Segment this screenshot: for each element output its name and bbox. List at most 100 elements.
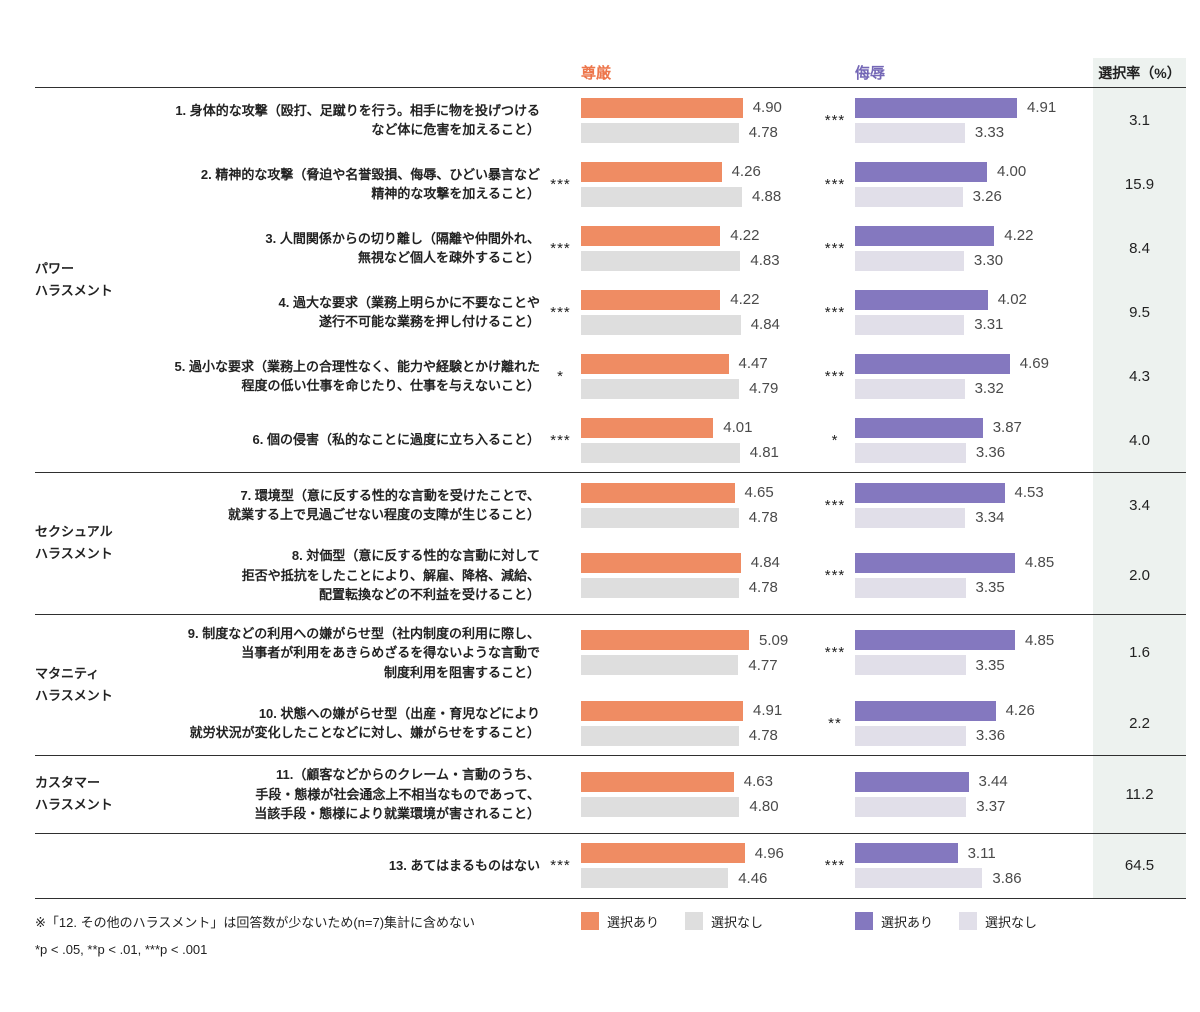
insult-selected-bar [855, 700, 996, 721]
insult-not-selected-bar [855, 250, 964, 271]
insult-selected-bar [855, 161, 987, 182]
bar-value: 4.22 [730, 291, 760, 308]
group-label: パワー ハラスメント [35, 260, 113, 298]
insult-not-selected-bar [855, 122, 965, 143]
dignity-not-selected-bar-line: 4.78 [581, 725, 815, 746]
bar-value: 4.80 [749, 798, 779, 816]
dignity-not-selected-bar-line: 4.83 [581, 250, 815, 271]
legend-item-insult-selected: 選択あり [855, 912, 933, 931]
bar-value: 4.47 [738, 355, 768, 372]
bar-value: 3.36 [975, 444, 1006, 461]
insult-selected-bar [855, 771, 969, 792]
insult-selected-bar [855, 225, 995, 246]
section-rows: 13. あてはまるものはない *** 4.96 4.46 *** 3.11 3.86 64.5 [140, 834, 1186, 898]
significance-insult: *** [824, 175, 846, 193]
item-label: 7. 環境型（意に反する性的な言動を受けたことで、 就業する上で見過ごせない程度… [227, 487, 540, 523]
dignity-bars: 4.22 4.84 [581, 289, 815, 335]
insult-not-selected-bar-line: 3.35 [855, 655, 1089, 676]
dignity-not-selected-bar-line: 4.77 [581, 655, 815, 676]
dignity-bars: 4.90 4.78 [581, 97, 815, 143]
dignity-selected-bar [581, 97, 743, 118]
insult-not-selected-swatch [959, 912, 978, 930]
dignity-selected-bar-line: 4.65 [581, 482, 815, 503]
dignity-not-selected-bar [581, 122, 739, 143]
item-label: 11.（顧客などからのクレーム・言動のうち、 手段・態様が社会通念上不相当なもの… [254, 767, 540, 821]
insult-not-selected-bar [855, 796, 967, 817]
significance-dignity: *** [550, 303, 571, 321]
dignity-selected-bar [581, 700, 743, 721]
item-label: 2. 精神的な攻撃（脅迫や名誉毀損、侮辱、ひどい暴言など 精神的な攻撃を加えるこ… [200, 166, 540, 202]
legend-item-dignity-selected: 選択あり [581, 912, 659, 931]
insult-selected-bar [855, 552, 1015, 573]
dignity-selected-bar [581, 225, 721, 246]
footnote-exclusion: ※「12. その他のハラスメント」は回答数が少ないため(n=7)集計に含めない [35, 914, 476, 930]
bar-value: 3.35 [975, 656, 1005, 674]
chart-section: マタニティ ハラスメント 9. 制度などの利用への嫌がらせ型（社内制度の利用に際し… [35, 615, 1186, 756]
bar-value: 4.83 [750, 252, 780, 269]
selection-rate: 9.5 [1129, 303, 1150, 321]
dignity-selected-bar [581, 482, 735, 503]
insult-selected-bar-line: 4.22 [855, 225, 1089, 246]
bar-value: 4.91 [753, 702, 783, 719]
significance-dignity: *** [550, 857, 571, 874]
group-label: マタニティ ハラスメント [35, 665, 113, 703]
significance-insult: *** [824, 367, 846, 385]
significance-dignity: * [557, 367, 564, 385]
bar-value: 3.31 [974, 316, 1004, 333]
bar-value: 4.84 [750, 316, 780, 333]
dignity-bars: 4.96 4.46 [581, 843, 815, 888]
chart-header: 尊厳 侮辱 選択率（%） [35, 58, 1186, 88]
dignity-selected-bar-line: 5.09 [581, 630, 815, 651]
harassment-survey-chart-page: 尊厳 侮辱 選択率（%） パワー ハラスメント 1. 身体的な攻撃（殴打、足蹴りを… [35, 58, 1186, 957]
dignity-selected-bar [581, 289, 721, 310]
dignity-not-selected-bar [581, 796, 740, 817]
dignity-selected-bar [581, 630, 749, 651]
footer-row: ※「12. その他のハラスメント」は回答数が少ないため(n=7)集計に含めない … [35, 912, 1186, 931]
bar-value: 4.26 [1005, 702, 1035, 719]
insult-not-selected-bar [855, 314, 965, 335]
insult-bars: 3.44 3.37 [855, 771, 1089, 817]
insult-not-selected-bar [855, 655, 966, 676]
dignity-selected-bar [581, 771, 734, 792]
column-header-selection-rate: 選択率（%） [1098, 64, 1181, 81]
significance-insult: *** [824, 303, 846, 321]
section-rows: 7. 環境型（意に反する性的な言動を受けたことで、 就業する上で見過ごせない程度… [140, 473, 1186, 614]
insult-selected-bar [855, 289, 988, 310]
bar-value: 4.84 [750, 554, 780, 572]
column-header-insult: 侮辱 [855, 65, 886, 82]
significance-dignity: *** [550, 239, 571, 257]
legend-label-not-selected: 選択なし [985, 914, 1038, 930]
selection-rate: 2.0 [1129, 566, 1150, 584]
bar-value: 4.77 [748, 656, 778, 674]
item-label: 13. あてはまるものはない [388, 857, 540, 873]
insult-selected-bar-line: 4.00 [855, 161, 1089, 182]
legend-item-dignity-not-selected: 選択なし [685, 912, 763, 931]
dignity-selected-bar-line: 4.96 [581, 843, 815, 863]
legend-label-selected: 選択あり [607, 914, 660, 930]
bar-value: 3.30 [973, 252, 1004, 269]
insult-selected-bar-line: 3.11 [855, 843, 1089, 863]
insult-bars: 3.11 3.86 [855, 843, 1089, 888]
dignity-not-selected-bar-line: 4.79 [581, 378, 815, 399]
selection-rate: 11.2 [1125, 785, 1154, 803]
insult-not-selected-bar-line: 3.35 [855, 577, 1089, 598]
dignity-not-selected-bar-line: 4.78 [581, 507, 815, 528]
dignity-not-selected-bar [581, 442, 740, 463]
insult-not-selected-bar-line: 3.36 [855, 725, 1089, 746]
bar-value: 4.65 [744, 484, 774, 501]
bar-value: 3.32 [974, 380, 1004, 397]
bar-value: 4.78 [748, 124, 778, 141]
chart-row: 5. 過小な要求（業務上の合理性なく、能力や経験とかけ離れた 程度の低い仕事を命… [140, 344, 1186, 408]
insult-not-selected-bar [855, 868, 983, 888]
insult-selected-bar [855, 417, 983, 438]
bar-value: 3.87 [992, 419, 1022, 436]
dignity-selected-bar [581, 353, 729, 374]
bar-value: 4.78 [748, 509, 778, 526]
significance-insult: *** [824, 496, 846, 514]
bar-value: 3.11 [967, 844, 996, 862]
insult-not-selected-bar-line: 3.31 [855, 314, 1089, 335]
significance-dignity: *** [550, 431, 571, 449]
bar-value: 3.26 [972, 188, 1002, 205]
dignity-not-selected-bar [581, 314, 741, 335]
chart-row: 10. 状態への嫌がらせ型（出産・育児などにより 就労状況が変化したことなどに対… [140, 691, 1186, 755]
